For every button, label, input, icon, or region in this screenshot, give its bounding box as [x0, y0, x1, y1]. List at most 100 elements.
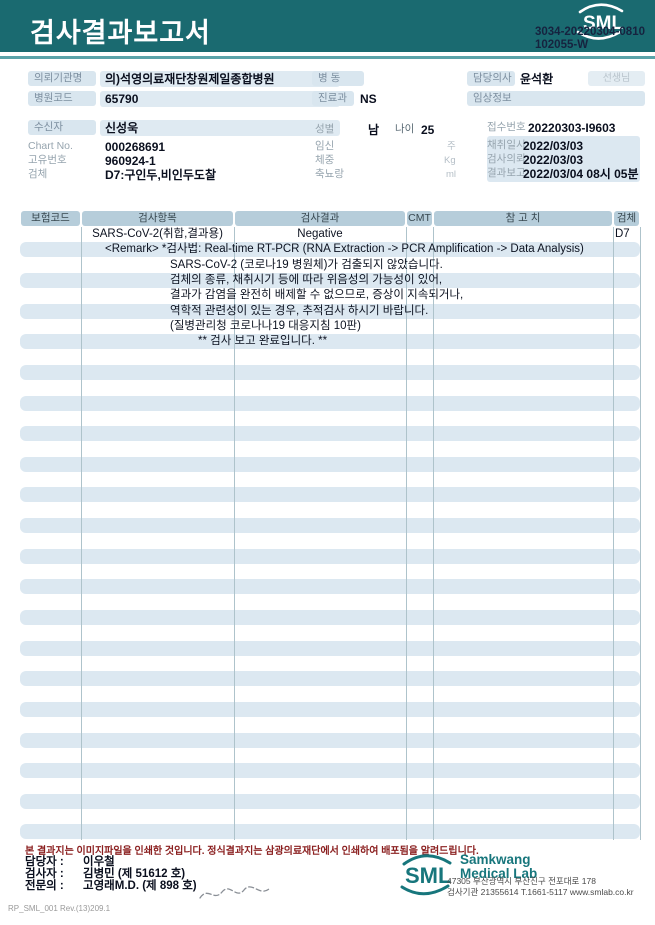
cell-specimen: D7	[615, 228, 630, 240]
info-label-doctor: 담당의사	[467, 71, 515, 86]
column-divider	[234, 227, 235, 840]
table-row	[20, 364, 640, 380]
staff-name: 김병민 (제 51612 호)	[83, 868, 186, 880]
info-value-chart-no: 000268691	[105, 140, 166, 154]
info-label-recipient: 수신자	[28, 120, 96, 135]
dates-highlight-block	[487, 136, 640, 182]
info-label-department: 진료과	[312, 91, 354, 106]
doc-number: 3034-20220304-0810 102055-W	[535, 26, 645, 52]
results-table-header: 보험코드 검사항목 검사결과 CMT 참 고 치 검체	[20, 211, 640, 226]
col-header-insurance-code: 보험코드	[20, 211, 81, 226]
results-table: 보험코드 검사항목 검사결과 CMT 참 고 치 검체 SARS-CoV-2(취…	[20, 211, 641, 840]
table-row	[20, 533, 640, 548]
table-row	[20, 671, 640, 687]
info-value-department: NS	[360, 92, 377, 106]
lab-contact-line: 검사기관 21355614 T.1661-5117 www.smlab.co.k…	[447, 887, 634, 897]
info-value-specimen: D7:구인두,비인두도찰	[105, 168, 216, 182]
sml-logo-icon: SML	[568, 1, 632, 48]
staff-label: 담당자 :	[25, 856, 64, 868]
info-value-request: 2022/03/03	[523, 153, 584, 167]
lab-name: Samkwang Medical Lab	[460, 853, 537, 881]
remark-line: 검체의 종류, 채취시기 등에 따라 위음성의 가능성이 있어,	[170, 273, 443, 286]
table-row	[20, 441, 640, 456]
column-divider	[640, 227, 641, 840]
info-label-urine: 축뇨랑	[315, 168, 344, 180]
table-row	[20, 717, 640, 732]
table-row	[20, 595, 640, 610]
table-row	[20, 625, 640, 640]
table-row	[20, 456, 640, 472]
table-row	[20, 242, 640, 258]
info-unit-weight: Kg	[444, 155, 456, 166]
disclaimer-text: 본 결과지는 이미지파일을 인쇄한 것입니다. 정식결과지는 삼광의료재단에서 …	[25, 846, 479, 857]
table-row	[20, 272, 640, 288]
table-row	[20, 579, 640, 595]
column-divider	[406, 227, 407, 840]
info-label-report: 결과보고	[487, 167, 526, 179]
lab-name-line1: Samkwang	[460, 852, 531, 867]
lab-address-line: 47305 부산광역시 부산진구 전포대로 178	[447, 876, 596, 886]
table-row	[20, 701, 640, 717]
form-revision: RP_SML_001 Rev.(13)209.1	[8, 904, 111, 913]
info-label-hospital-code: 병원코드	[28, 91, 96, 106]
info-label-sex: 성별	[315, 123, 335, 135]
table-row	[20, 779, 640, 794]
info-label-clinical: 임상정보	[467, 91, 645, 106]
table-row	[20, 411, 640, 426]
info-value-receipt: 20220303-I9603	[528, 121, 616, 135]
header-accent-line	[0, 56, 655, 59]
table-row	[20, 763, 640, 779]
table-row	[20, 380, 640, 395]
info-value-institution: 의)석영의료재단창원제일종합병원	[105, 72, 275, 86]
col-header-test-item: 검사항목	[81, 211, 234, 226]
table-row	[20, 472, 640, 487]
table-row	[20, 748, 640, 763]
remark-line: 결과가 감염을 완전히 배제할 수 없으므로, 증상이 지속되거나,	[170, 289, 464, 302]
table-row	[20, 732, 640, 748]
remark-line: ** 검사 보고 완료입니다. **	[198, 335, 328, 348]
remark-line: <Remark> *검사법: Real-time RT-PCR (RNA Ext…	[105, 243, 584, 256]
report-title: 검사결과보고서	[30, 18, 211, 48]
table-row	[20, 548, 640, 564]
table-row	[20, 487, 640, 503]
info-value-hospital-code: 65790	[105, 92, 139, 106]
staff-row-examiner: 검사자 : 김병민 (제 51612 호)	[25, 865, 185, 881]
table-row	[20, 687, 640, 702]
info-value-bg	[100, 71, 340, 87]
staff-label: 검사자 :	[25, 868, 64, 880]
table-row	[20, 793, 640, 809]
table-row	[20, 564, 640, 579]
info-value-sex: 남	[368, 123, 380, 137]
col-header-specimen: 검체	[613, 211, 640, 226]
table-row	[20, 610, 640, 625]
column-divider	[613, 227, 614, 840]
column-divider	[433, 227, 434, 840]
signature-scribble	[196, 880, 276, 913]
staff-row-manager: 담당자 : 이우철	[25, 853, 115, 869]
info-label-unique-no: 고유번호	[28, 154, 67, 166]
info-value-unique-no: 960924-1	[105, 154, 156, 168]
staff-label: 전문의 :	[25, 880, 64, 892]
sml-footer-logo-icon: SML	[392, 851, 460, 904]
staff-name: 고영래M.D. (제 898 호)	[83, 880, 197, 892]
info-value-bg	[100, 120, 340, 136]
table-row	[20, 824, 640, 840]
table-row	[20, 303, 640, 319]
info-label-receipt: 접수번호	[487, 121, 526, 133]
svg-text:SML: SML	[405, 863, 451, 888]
info-label-chart-no: Chart No.	[28, 140, 73, 152]
info-label-age: 나이	[395, 123, 415, 135]
cell-test-item: SARS-CoV-2(취합,결과용)	[92, 228, 223, 240]
staff-row-specialist: 전문의 : 고영래M.D. (제 898 호)	[25, 877, 197, 893]
doc-number-line1: 3034-20220304-0810	[535, 26, 645, 38]
lab-address: 47305 부산광역시 부산진구 전포대로 178 검사기관 21355614 …	[447, 876, 634, 898]
table-row	[20, 656, 640, 671]
info-label-collect: 채취일시	[487, 139, 526, 151]
table-row	[20, 350, 640, 365]
info-value-age: 25	[421, 123, 435, 137]
info-unit-urine: ml	[446, 169, 457, 180]
info-label-institution: 의뢰기관명	[28, 71, 96, 86]
table-row	[20, 518, 640, 534]
cell-result: Negative	[297, 228, 343, 240]
results-table-body: SARS-CoV-2(취합,결과용) Negative D7 <Remark> *검사…	[20, 227, 641, 840]
